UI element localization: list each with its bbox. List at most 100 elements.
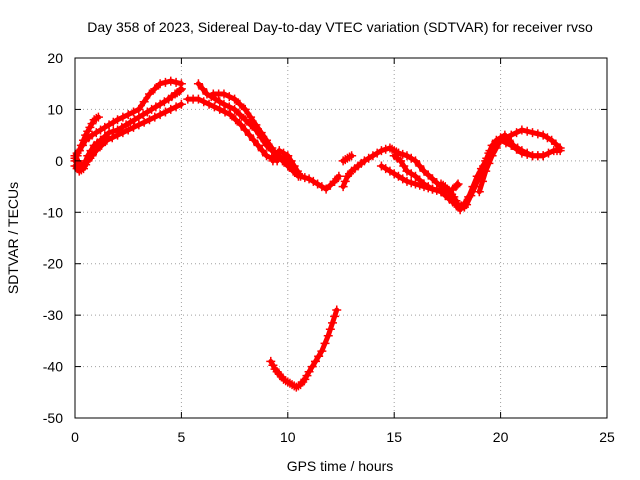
data-point bbox=[538, 151, 548, 161]
data-point bbox=[410, 156, 420, 166]
y-tick-label: 20 bbox=[47, 50, 63, 66]
data-point bbox=[97, 140, 107, 150]
data-point bbox=[224, 102, 234, 112]
y-axis-label: SDTVAR / TECUs bbox=[5, 182, 21, 294]
data-point bbox=[83, 126, 93, 136]
data-point bbox=[345, 152, 355, 162]
data-point bbox=[406, 178, 416, 188]
data-point bbox=[230, 104, 240, 114]
data-point bbox=[325, 324, 335, 334]
series-track-l bbox=[338, 151, 357, 166]
data-point bbox=[199, 97, 209, 107]
data-point bbox=[104, 128, 114, 138]
data-point bbox=[81, 130, 91, 140]
data-point bbox=[81, 160, 91, 170]
data-point bbox=[76, 140, 86, 150]
data-point bbox=[310, 356, 320, 366]
y-tick-label: -40 bbox=[43, 359, 63, 375]
data-point bbox=[399, 161, 409, 171]
data-point bbox=[225, 110, 235, 120]
data-point bbox=[262, 151, 272, 161]
data-point bbox=[402, 176, 412, 186]
data-point bbox=[555, 146, 565, 156]
data-point bbox=[220, 107, 230, 117]
data-point bbox=[466, 191, 476, 201]
y-tick-label: -10 bbox=[43, 204, 63, 220]
data-point bbox=[376, 146, 386, 156]
data-point bbox=[160, 77, 170, 87]
data-point bbox=[171, 102, 181, 112]
data-point bbox=[449, 192, 459, 202]
y-tick-label: 0 bbox=[55, 153, 63, 169]
data-point bbox=[522, 149, 532, 159]
data-point bbox=[517, 125, 527, 135]
data-point bbox=[91, 113, 101, 123]
data-point bbox=[175, 85, 185, 95]
data-point bbox=[118, 112, 128, 122]
data-point bbox=[235, 110, 245, 120]
data-point bbox=[193, 94, 203, 104]
data-point bbox=[451, 196, 461, 206]
data-point bbox=[262, 135, 272, 145]
data-point bbox=[171, 77, 181, 87]
data-point bbox=[240, 104, 250, 114]
data-point bbox=[72, 151, 82, 161]
data-point bbox=[87, 119, 97, 129]
data-point bbox=[423, 170, 433, 180]
data-point bbox=[302, 371, 312, 381]
data-point bbox=[304, 367, 314, 377]
data-point bbox=[517, 148, 527, 158]
data-point bbox=[268, 156, 278, 166]
data-point bbox=[134, 120, 144, 130]
data-point bbox=[325, 180, 335, 190]
data-point bbox=[144, 89, 154, 99]
axis-ticks: 0 5 10 15 20 25 -50 -40 -30 -20 -10 0 10 20 bbox=[43, 50, 615, 445]
data-point bbox=[79, 135, 89, 145]
data-point bbox=[512, 128, 522, 138]
data-point bbox=[293, 381, 303, 391]
series-track-e bbox=[70, 151, 97, 176]
data-point bbox=[415, 161, 425, 171]
y-tick-label: 10 bbox=[47, 101, 63, 117]
data-point bbox=[300, 374, 310, 384]
data-point bbox=[268, 360, 278, 370]
data-point bbox=[410, 171, 420, 181]
data-point bbox=[478, 176, 488, 186]
data-point bbox=[215, 104, 225, 114]
series-track-s bbox=[474, 135, 548, 197]
y-tick-label: -50 bbox=[43, 410, 63, 426]
data-point bbox=[139, 97, 149, 107]
data-point bbox=[123, 125, 133, 135]
data-point bbox=[491, 143, 501, 153]
grid-lines bbox=[75, 58, 607, 418]
data-point bbox=[198, 84, 208, 94]
y-tick-label: -20 bbox=[43, 256, 63, 272]
data-point bbox=[251, 120, 261, 130]
data-point bbox=[528, 128, 538, 138]
data-point bbox=[123, 110, 133, 120]
data-point bbox=[522, 126, 532, 136]
data-point bbox=[307, 362, 317, 372]
data-point bbox=[129, 122, 139, 132]
series-track-o bbox=[393, 148, 463, 197]
data-point bbox=[219, 89, 229, 99]
data-point bbox=[113, 115, 123, 125]
data-point bbox=[438, 180, 448, 190]
x-axis-label: GPS time / hours bbox=[287, 458, 394, 474]
x-tick-label: 0 bbox=[71, 429, 79, 445]
data-point bbox=[423, 183, 433, 193]
data-point bbox=[87, 151, 97, 161]
data-point bbox=[155, 79, 165, 89]
data-point bbox=[452, 180, 462, 190]
data-point bbox=[150, 112, 160, 122]
data-point bbox=[166, 76, 176, 86]
data-point bbox=[496, 135, 506, 145]
data-point bbox=[257, 146, 267, 156]
x-tick-label: 20 bbox=[493, 429, 509, 445]
data-point bbox=[428, 174, 438, 184]
data-point bbox=[340, 176, 350, 186]
data-point bbox=[76, 165, 86, 175]
data-point bbox=[300, 173, 310, 183]
